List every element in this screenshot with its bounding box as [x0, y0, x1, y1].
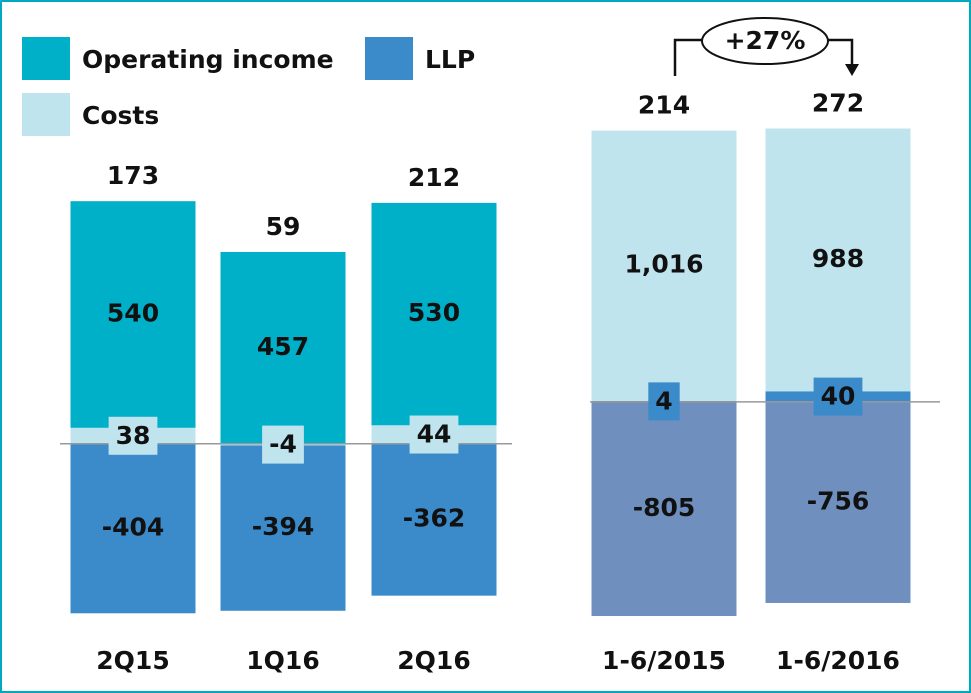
- bar-segment: [70, 443, 196, 614]
- legend-swatch: [22, 93, 70, 136]
- total-label: 212: [408, 163, 460, 192]
- bar-segment: [371, 202, 497, 426]
- total-label: 173: [107, 161, 159, 190]
- bar-segment: [371, 443, 497, 596]
- data-label: -394: [252, 512, 315, 541]
- data-label: -404: [102, 513, 165, 542]
- x-tick-label: 2Q16: [397, 646, 470, 675]
- data-label: 457: [257, 332, 309, 361]
- data-label: -362: [403, 504, 466, 533]
- growth-ellipse: [701, 17, 829, 65]
- bar-segment: [765, 401, 911, 603]
- data-label: 44: [417, 420, 452, 449]
- legend-swatch: [365, 37, 413, 80]
- data-label: -756: [807, 486, 870, 515]
- total-label: 59: [266, 212, 301, 241]
- legend-label: LLP: [425, 45, 475, 74]
- bar-segment: [70, 201, 196, 428]
- x-tick-label: 1Q16: [246, 646, 319, 675]
- legend-label: Operating income: [82, 45, 334, 74]
- label-box: [108, 416, 158, 455]
- data-label: 40: [821, 382, 856, 411]
- x-tick-label: 2Q15: [96, 646, 169, 675]
- arrow-head: [845, 64, 859, 76]
- x-tick-label: 1-6/2016: [776, 646, 900, 675]
- label-box: [813, 377, 863, 416]
- growth-bracket: [673, 38, 854, 76]
- label-box: [262, 425, 304, 464]
- x-tick-label: 1-6/2015: [602, 646, 726, 675]
- bar-segment: [591, 130, 737, 401]
- data-label: 4: [655, 386, 672, 415]
- data-label: 38: [116, 421, 151, 450]
- annotation: +27%: [725, 26, 806, 55]
- data-label: 988: [812, 244, 864, 273]
- data-label: 1,016: [624, 250, 703, 279]
- legend-swatch: [22, 37, 70, 80]
- bar-segment: [765, 128, 911, 392]
- total-label: 214: [638, 91, 690, 120]
- bar-segment: [220, 445, 346, 611]
- legend-label: Costs: [82, 101, 159, 130]
- data-label: 530: [408, 298, 460, 327]
- label-box: [409, 415, 459, 454]
- total-label: 272: [812, 89, 864, 118]
- data-label: -4: [269, 430, 297, 459]
- data-label: -805: [633, 493, 696, 522]
- bar-segment: [220, 251, 346, 444]
- label-box: [648, 382, 680, 421]
- bar-segment: [591, 401, 737, 617]
- data-label: 540: [107, 299, 159, 328]
